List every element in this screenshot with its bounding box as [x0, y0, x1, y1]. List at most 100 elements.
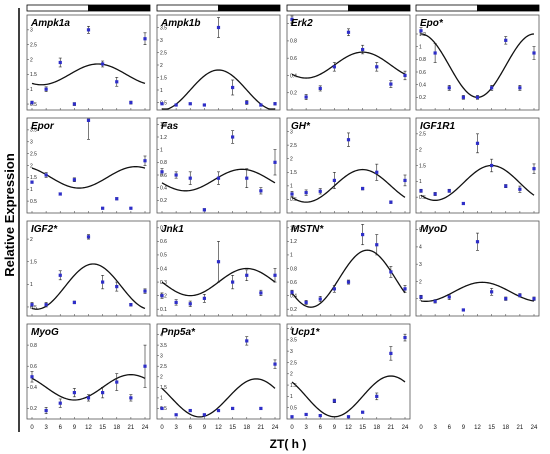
data-point	[490, 85, 494, 91]
data-point	[101, 387, 105, 399]
panel-title: MyoG	[31, 327, 59, 338]
data-point	[375, 62, 379, 72]
y-tick-label: 1	[290, 184, 293, 190]
panel-title: Ampk1a	[30, 18, 70, 29]
data-point	[532, 163, 536, 174]
data-point	[490, 158, 494, 173]
panel-igf2: 0.5 1 1.5 2 IGF2*	[26, 220, 151, 317]
panel-frame	[156, 323, 281, 420]
data-point	[86, 118, 91, 140]
y-tick-label: 1.5	[419, 163, 426, 169]
data-point	[160, 406, 164, 411]
data-point	[188, 171, 192, 185]
y-tick-label: 1	[160, 88, 163, 94]
panel-gh: 0.5 1 1.5 2 2.5 3GH*	[286, 117, 411, 214]
x-tick-labels: 0 3 6 9 12 15 18 21 24 0 3 6 9 12 15 18 21 24 0 3 6 9 12 15 18 21…	[30, 425, 538, 431]
data-point	[115, 281, 119, 292]
data-point	[30, 180, 34, 184]
data-point	[216, 17, 221, 38]
data-point	[361, 186, 365, 191]
y-tick-label: 0.6	[160, 173, 167, 179]
y-tick-label: 1	[290, 21, 293, 27]
y-axis-title: Relative Expression	[2, 153, 17, 277]
y-tick-label: 1	[30, 187, 33, 193]
x-tick-label: 6	[59, 425, 63, 431]
x-tick-label: 24	[402, 425, 409, 431]
data-point	[44, 302, 48, 308]
data-point	[30, 100, 34, 105]
x-tick-label: 18	[243, 425, 250, 431]
y-tick-label: 0.8	[160, 160, 167, 166]
data-point	[231, 130, 235, 144]
x-tick-label: 6	[448, 425, 452, 431]
y-tick-label: 1.5	[30, 175, 37, 181]
data-point	[58, 192, 62, 196]
y-tick-label: 0.6	[160, 239, 167, 245]
data-point	[332, 171, 336, 189]
y-tick-label: 0.6	[290, 56, 297, 62]
y-tick-label: 1	[290, 253, 293, 259]
y-tick-label: 1.5	[160, 75, 167, 81]
y-tick-label: 1	[30, 282, 33, 288]
y-tick-label: 2.5	[30, 42, 37, 48]
x-tick-label: 18	[113, 425, 120, 431]
data-point	[188, 300, 192, 307]
x-tick-label: 12	[85, 425, 92, 431]
y-tick-label: 4	[160, 332, 163, 338]
y-tick-label: 0.8	[419, 57, 426, 63]
data-point	[433, 43, 437, 63]
data-point	[332, 285, 336, 293]
y-tick-label: 0.5	[419, 195, 426, 201]
data-point	[202, 413, 206, 417]
x-tick-label: 6	[189, 425, 193, 431]
data-point	[346, 279, 351, 285]
data-point	[361, 224, 365, 246]
data-point	[461, 308, 465, 312]
fitted-curve	[420, 164, 535, 201]
data-point	[174, 103, 178, 107]
x-tick-label: 12	[215, 425, 222, 431]
data-point	[461, 201, 465, 206]
x-tick-label: 15	[99, 425, 106, 431]
data-point	[403, 174, 407, 187]
y-tick-label: 1	[419, 297, 422, 303]
panel-title: Pnp5a*	[161, 327, 196, 338]
y-tick-label: 3	[290, 129, 293, 135]
data-point	[447, 85, 451, 91]
x-tick-label: 9	[333, 425, 337, 431]
data-point	[101, 274, 105, 290]
y-tick-label: 3	[290, 349, 293, 355]
y-tick-label: 0.4	[160, 266, 167, 272]
data-point	[188, 102, 192, 106]
dark-phase-bar-3	[477, 4, 540, 12]
y-tick-label: 2	[419, 279, 422, 285]
fitted-curve	[291, 168, 406, 203]
y-tick-label: 0.6	[419, 70, 426, 76]
data-point	[86, 394, 91, 402]
data-point	[346, 132, 351, 147]
data-point	[143, 32, 147, 45]
y-tick-label: 2.5	[30, 151, 37, 157]
panel-title: IGF1R1	[420, 121, 455, 132]
data-point	[143, 155, 147, 166]
panel-frame	[286, 323, 411, 420]
data-point	[419, 27, 423, 35]
x-tick-label: 21	[128, 425, 135, 431]
data-point	[475, 232, 480, 251]
y-tick-label: 2	[30, 57, 33, 63]
data-point	[304, 94, 308, 100]
data-point	[504, 36, 508, 45]
data-point	[304, 412, 308, 417]
y-tick-label: 4	[419, 245, 422, 251]
x-tick-label: 9	[203, 425, 207, 431]
y-tick-label: 0.6	[30, 364, 37, 370]
data-point	[447, 188, 451, 193]
fitted-curve	[31, 263, 146, 310]
panel-title: MSTN*	[291, 224, 324, 235]
x-tick-label: 3	[174, 425, 178, 431]
fitted-curve	[291, 51, 406, 79]
